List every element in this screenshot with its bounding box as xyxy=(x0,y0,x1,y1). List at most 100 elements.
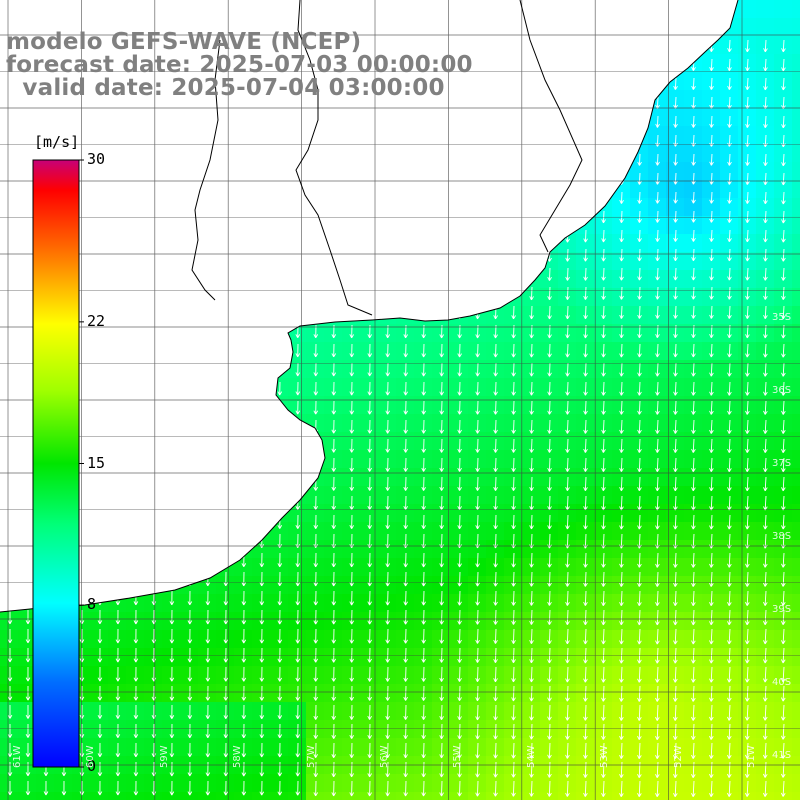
wind-arrow xyxy=(349,647,355,663)
wind-arrow xyxy=(385,723,390,739)
western-border xyxy=(191,39,221,301)
wind-arrow xyxy=(601,495,606,511)
wind-arrow xyxy=(601,343,606,358)
speed-cell xyxy=(684,468,703,487)
speed-cell xyxy=(0,702,19,721)
wind-arrow xyxy=(331,495,337,510)
wind-arrow xyxy=(655,438,660,453)
wind-arrow xyxy=(367,457,373,472)
wind-arrow xyxy=(781,267,786,281)
speed-cell xyxy=(234,702,253,721)
speed-cell xyxy=(738,18,757,37)
wind-arrow xyxy=(493,647,498,663)
wind-arrow xyxy=(691,191,696,204)
latitude-label: 41S xyxy=(772,750,792,761)
wind-arrow xyxy=(691,286,696,300)
speed-cell xyxy=(396,702,415,721)
wind-arrow xyxy=(421,362,426,377)
speed-cell xyxy=(216,774,235,793)
speed-cell xyxy=(540,414,559,433)
wind-arrow xyxy=(565,647,570,664)
speed-cell xyxy=(720,738,739,757)
speed-cell xyxy=(18,720,37,739)
speed-cell xyxy=(450,414,469,433)
speed-cell xyxy=(360,702,379,721)
wind-arrow xyxy=(637,343,642,358)
wind-arrow xyxy=(367,343,373,358)
wind-arrow xyxy=(780,666,786,683)
speed-cell xyxy=(306,558,325,577)
speed-cell xyxy=(198,702,217,721)
wind-arrow xyxy=(457,723,462,740)
speed-cell xyxy=(558,414,577,433)
wind-arrow xyxy=(295,609,301,625)
wind-arrow xyxy=(115,780,121,796)
wind-arrow xyxy=(331,761,337,778)
wind-arrow xyxy=(727,267,732,281)
speed-cell xyxy=(306,630,325,649)
wind-arrow xyxy=(655,172,660,185)
wind-arrow xyxy=(781,153,786,167)
speed-cell xyxy=(792,792,800,800)
speed-cell xyxy=(144,666,163,685)
wind-arrow xyxy=(727,419,732,434)
speed-cell xyxy=(0,774,19,793)
speed-cell xyxy=(126,720,145,739)
speed-cell xyxy=(342,396,361,415)
wind-arrow xyxy=(25,647,31,663)
wind-arrow xyxy=(331,628,337,644)
speed-cell xyxy=(216,702,235,721)
wind-arrow xyxy=(421,742,426,759)
colorbar-tick-label: 0 xyxy=(87,757,97,775)
speed-cell xyxy=(270,558,289,577)
speed-cell xyxy=(720,252,739,271)
wind-arrow xyxy=(655,590,660,607)
speed-cell xyxy=(324,378,343,397)
speed-cell xyxy=(540,432,559,451)
wind-arrow xyxy=(673,248,678,262)
speed-cell xyxy=(288,558,307,577)
speed-cell xyxy=(450,342,469,361)
wind-arrow xyxy=(727,457,732,473)
wind-arrow xyxy=(655,381,660,396)
wind-arrow xyxy=(493,552,498,568)
wind-arrow xyxy=(187,590,193,606)
wind-arrow xyxy=(277,742,283,758)
speed-cell xyxy=(216,648,235,667)
wind-arrow xyxy=(331,666,337,682)
speed-cell xyxy=(360,738,379,757)
speed-cell xyxy=(414,468,433,487)
wind-arrow xyxy=(780,723,786,740)
wind-arrow xyxy=(727,552,732,568)
wind-arrow xyxy=(691,742,696,759)
speed-cell xyxy=(378,666,397,685)
speed-cell xyxy=(18,666,37,685)
speed-cell xyxy=(594,216,613,235)
wind-arrow xyxy=(709,438,714,453)
speed-cell xyxy=(468,540,487,559)
wind-arrow xyxy=(637,495,642,511)
wind-arrow xyxy=(421,552,426,568)
speed-cell xyxy=(450,486,469,505)
wind-arrow xyxy=(241,571,247,587)
wind-arrow xyxy=(763,495,768,511)
wind-arrow xyxy=(709,761,714,778)
wind-arrow xyxy=(709,267,714,281)
speed-cell xyxy=(702,738,721,757)
speed-cell xyxy=(360,432,379,451)
speed-cell xyxy=(756,0,775,19)
speed-cell xyxy=(144,738,163,757)
speed-cell xyxy=(486,720,505,739)
speed-cell xyxy=(666,468,685,487)
wind-arrow xyxy=(565,609,570,626)
speed-cell xyxy=(324,414,343,433)
wind-arrow xyxy=(763,438,768,453)
wind-arrow xyxy=(421,723,426,740)
wind-arrow xyxy=(223,609,229,625)
wind-arrow xyxy=(601,780,606,797)
wind-arrow xyxy=(673,590,678,607)
wind-arrow xyxy=(529,438,534,453)
speed-cell xyxy=(630,450,649,469)
speed-cell xyxy=(252,666,271,685)
wind-arrow xyxy=(511,419,516,434)
